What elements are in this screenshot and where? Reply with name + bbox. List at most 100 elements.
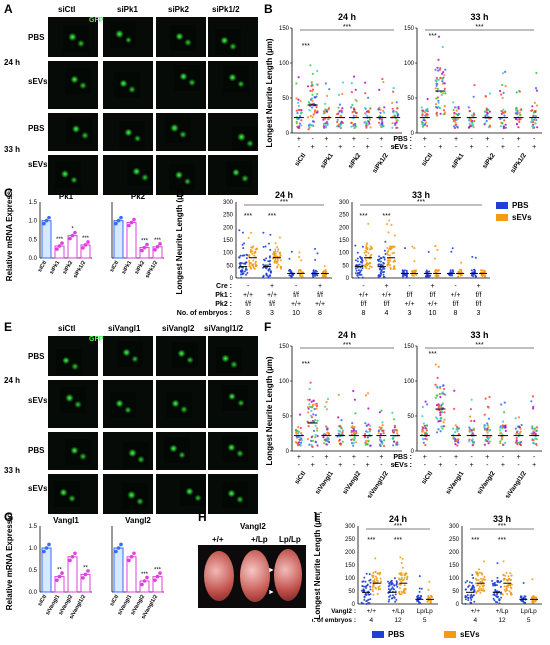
data-point [363, 598, 366, 601]
data-point [470, 601, 473, 604]
embryo-image [240, 550, 270, 602]
data-point [477, 579, 480, 581]
data-point [531, 427, 534, 430]
data-point [438, 269, 440, 272]
row-value: 10 [292, 310, 300, 317]
y-tick-label: 100 [404, 379, 415, 385]
data-point [499, 425, 502, 428]
data-point [354, 98, 357, 101]
data-point [453, 407, 456, 410]
data-point [379, 275, 382, 278]
data-point [471, 444, 474, 447]
data-point [396, 107, 399, 110]
data-point [262, 245, 265, 248]
data-point [470, 430, 473, 433]
data-point [356, 251, 359, 254]
data-point [470, 269, 473, 272]
data-point [132, 551, 136, 556]
data-point [437, 365, 440, 368]
gfp-label: GFP [89, 336, 104, 343]
data-point [387, 250, 390, 253]
data-point [380, 580, 382, 583]
data-point [350, 121, 353, 124]
data-point [354, 412, 357, 415]
data-point [501, 83, 504, 87]
data-point [394, 123, 397, 127]
data-point [365, 585, 368, 587]
y-tick-label: 100 [223, 251, 234, 257]
data-point [395, 581, 398, 584]
data-point [473, 586, 476, 589]
pbs-sign: - [394, 136, 397, 143]
micrograph-tile [47, 379, 99, 429]
panel-label-c: C [4, 186, 13, 200]
data-point [503, 401, 506, 404]
data-point [435, 385, 438, 388]
data-point [439, 112, 442, 115]
data-point [534, 432, 537, 435]
data-point [516, 443, 519, 446]
data-point [519, 441, 523, 444]
data-point [515, 109, 518, 112]
data-point [452, 436, 455, 439]
micrograph-tile [155, 16, 207, 58]
data-point [364, 592, 367, 595]
data-point [502, 420, 505, 423]
data-point [379, 260, 382, 263]
embryo-image [274, 549, 302, 601]
data-point [501, 593, 504, 596]
data-point [275, 255, 278, 258]
y-tick-label: 150 [339, 238, 350, 244]
row-label: Pk1 : [215, 292, 232, 299]
data-point [356, 260, 359, 263]
data-point [296, 117, 299, 120]
data-point [327, 440, 330, 444]
data-point [114, 549, 118, 554]
data-point [473, 84, 476, 87]
data-point [353, 433, 356, 436]
panel-label-d: D [176, 186, 185, 200]
row-value: 3 [477, 310, 481, 317]
data-point [365, 254, 367, 257]
data-point [364, 394, 368, 397]
pbs-sign: + [324, 136, 328, 143]
sev-sign: - [424, 462, 427, 469]
pbs-sign: + [379, 136, 383, 143]
data-point [351, 103, 354, 107]
data-point [488, 110, 491, 113]
sig-label: *** [394, 523, 402, 530]
data-point [482, 589, 485, 592]
data-point [398, 572, 401, 575]
legend-swatch-pbs [372, 631, 384, 638]
data-point [339, 115, 342, 118]
chart-b: Longest Neurite Length (µm) 24 h 0 50 100 150… [265, 12, 542, 175]
data-point [42, 549, 46, 554]
data-point [375, 577, 378, 580]
data-point [311, 116, 314, 119]
data-point [307, 425, 310, 428]
data-point [364, 258, 367, 260]
y-tick-label: 150 [404, 344, 415, 350]
y-axis-label: Relative mRNA Expression [5, 512, 14, 610]
data-point [73, 230, 77, 235]
data-point [379, 444, 382, 447]
neuron-image [169, 163, 196, 190]
data-point [314, 109, 317, 112]
data-point [427, 595, 430, 597]
legend-label: sEVs [512, 213, 532, 222]
data-point [519, 430, 522, 433]
data-point [312, 420, 315, 423]
data-point [366, 443, 369, 446]
data-point [342, 81, 345, 84]
data-point [488, 125, 492, 128]
data-point [473, 600, 476, 603]
data-point [510, 583, 513, 586]
sig-label: *** [498, 523, 506, 530]
row-value: 3 [408, 310, 412, 317]
data-point [378, 411, 381, 414]
pbs-sign: + [423, 136, 427, 143]
data-point [436, 96, 439, 99]
row-value: f/f [361, 301, 367, 308]
data-point [451, 271, 454, 274]
row-value: f/f [476, 292, 482, 299]
